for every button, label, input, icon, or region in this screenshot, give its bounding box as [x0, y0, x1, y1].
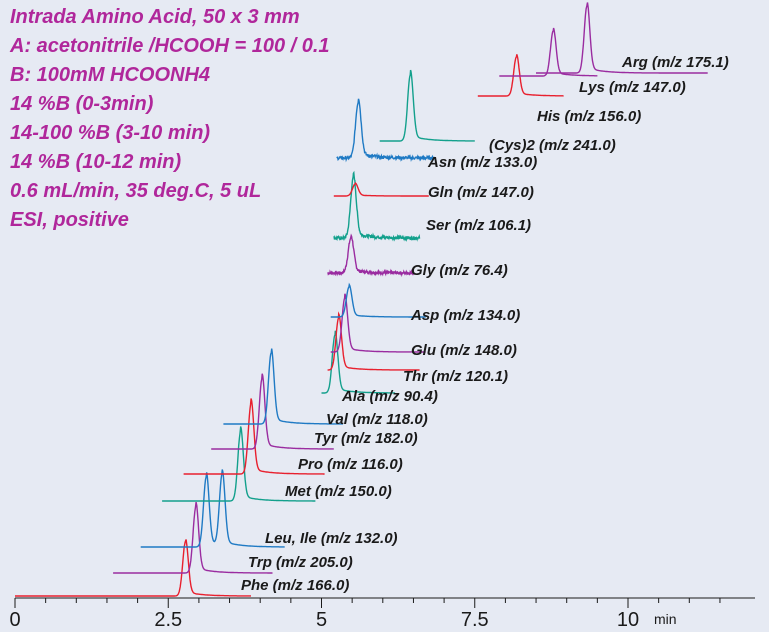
- chromatogram-trace: [499, 27, 598, 77]
- x-tick-label: 7.5: [461, 609, 489, 631]
- chromatogram-trace: [162, 426, 316, 502]
- chromatogram-trace: [336, 98, 436, 163]
- peak-label: Thr (m/z 120.1): [403, 368, 508, 385]
- condition-line: Intrada Amino Acid, 50 x 3 mm: [10, 6, 300, 28]
- peak-label: Gly (m/z 76.4): [411, 262, 508, 279]
- chromatogram-trace: [333, 181, 429, 197]
- x-tick-label: 0: [9, 609, 20, 631]
- peak-label: Asp (m/z 134.0): [410, 307, 520, 324]
- peak-label: Asn (m/z 133.0): [427, 154, 537, 171]
- condition-line: 14 %B (10-12 min): [10, 151, 182, 173]
- peak-label: Phe (m/z 166.0): [241, 577, 349, 594]
- chromatogram-trace: [183, 398, 325, 475]
- condition-line: ESI, positive: [10, 209, 129, 231]
- chromatogram-trace: [477, 54, 564, 97]
- peak-label: Pro (m/z 116.0): [298, 456, 403, 473]
- chromatogram-trace: [321, 330, 396, 394]
- peak-label: Ala (m/z 90.4): [341, 388, 438, 405]
- chromatogram-trace: [15, 539, 251, 597]
- x-axis-unit-label: min: [654, 611, 677, 627]
- condition-line: A: acetonitrile /HCOOH = 100 / 0.1: [10, 35, 330, 57]
- peak-label: Gln (m/z 147.0): [428, 184, 534, 201]
- x-tick-label: 5: [316, 609, 327, 631]
- peak-label: Tyr (m/z 182.0): [314, 430, 418, 447]
- chromatogram-trace: [327, 311, 420, 371]
- condition-line: 0.6 mL/min, 35 deg.C, 5 uL: [10, 180, 262, 202]
- chromatogram-trace: [536, 2, 708, 74]
- peak-label: Ser (m/z 106.1): [426, 217, 531, 234]
- peak-label: Lys (m/z 147.0): [579, 79, 686, 96]
- chromatogram-trace: [223, 348, 343, 425]
- peak-label: Trp (m/z 205.0): [248, 554, 353, 571]
- chromatogram-trace: [140, 469, 285, 548]
- chromatogram-trace: [113, 501, 273, 574]
- condition-line: 14-100 %B (3-10 min): [10, 122, 211, 144]
- peak-label: Met (m/z 150.0): [285, 483, 392, 500]
- chromatogram-trace: [333, 170, 421, 243]
- peak-label: (Cys)2 (m/z 241.0): [489, 137, 616, 154]
- chromatogram-trace: [330, 293, 426, 353]
- peak-label: Glu (m/z 148.0): [411, 342, 517, 359]
- peak-label: His (m/z 156.0): [537, 108, 641, 125]
- peak-label: Leu, Ile (m/z 132.0): [265, 530, 398, 547]
- peak-label: Arg (m/z 175.1): [621, 54, 729, 71]
- x-tick-label: 2.5: [154, 609, 182, 631]
- condition-line: B: 100mM HCOONH4: [10, 64, 211, 86]
- x-tick-label: 10: [617, 609, 639, 631]
- chromatogram-trace: [327, 233, 414, 278]
- peak-label: Val (m/z 118.0): [326, 411, 428, 428]
- condition-line: 14 %B (0-3min): [10, 93, 154, 115]
- chromatogram-trace: [330, 282, 426, 318]
- chromatogram-trace: [379, 69, 475, 142]
- chromatogram-trace: [211, 373, 334, 450]
